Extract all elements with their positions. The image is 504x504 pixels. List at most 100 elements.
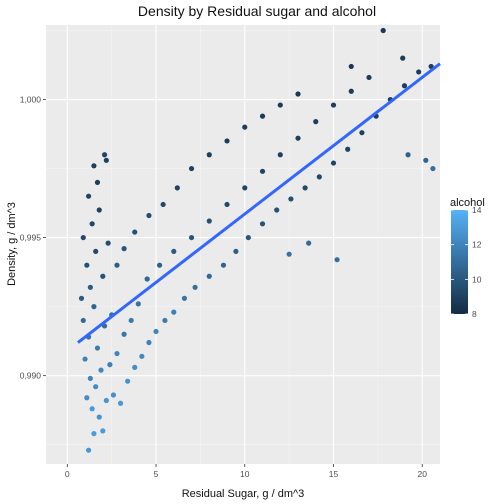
legend: alcohol 8 10 12 14 xyxy=(450,197,485,319)
data-point xyxy=(277,102,283,108)
data-point xyxy=(105,240,111,246)
data-point xyxy=(93,384,99,390)
data-point xyxy=(139,353,145,359)
data-point xyxy=(302,185,308,191)
data-point xyxy=(80,317,86,324)
data-point xyxy=(242,124,248,130)
x-tick-label: 0 xyxy=(65,469,70,479)
data-point xyxy=(146,339,152,346)
data-point xyxy=(206,218,212,224)
data-point xyxy=(103,157,109,163)
data-point xyxy=(91,304,97,310)
data-point xyxy=(93,248,99,255)
data-point xyxy=(206,273,212,279)
data-point xyxy=(117,400,124,406)
data-point xyxy=(171,309,177,315)
data-point xyxy=(125,378,131,384)
data-point xyxy=(98,367,104,373)
data-point xyxy=(96,207,102,213)
legend-break-label: 12 xyxy=(472,240,482,250)
data-point xyxy=(430,165,436,172)
minor-gridlines xyxy=(46,25,440,464)
data-point xyxy=(114,262,120,268)
data-point xyxy=(128,317,134,324)
x-axis-ticks: 0 5 10 15 20 xyxy=(65,464,427,479)
data-point xyxy=(91,431,97,437)
legend-break-label: 14 xyxy=(472,205,482,215)
data-point xyxy=(94,179,101,185)
x-tick-label: 15 xyxy=(329,469,339,479)
x-tick-label: 10 xyxy=(240,469,250,479)
data-point xyxy=(100,273,106,279)
data-point xyxy=(110,392,117,398)
data-points xyxy=(78,27,436,453)
data-point xyxy=(345,146,351,152)
data-point xyxy=(160,201,166,208)
x-tick-label: 20 xyxy=(418,469,428,479)
data-point xyxy=(96,414,102,420)
data-point xyxy=(286,251,292,257)
data-point xyxy=(87,375,93,382)
data-point xyxy=(366,74,372,81)
data-point xyxy=(114,350,120,357)
y-tick-label: 0,990 xyxy=(20,371,42,381)
data-point xyxy=(295,135,301,141)
data-point xyxy=(101,152,108,158)
data-point xyxy=(188,234,195,241)
data-point xyxy=(224,201,230,208)
data-point xyxy=(416,69,422,75)
data-point xyxy=(103,397,109,404)
data-point xyxy=(277,152,283,158)
data-point xyxy=(146,212,152,219)
data-point xyxy=(295,91,301,97)
data-point xyxy=(192,284,198,290)
legend-break-label: 8 xyxy=(472,309,477,319)
trend-line xyxy=(77,62,441,344)
data-point xyxy=(306,240,312,246)
data-point xyxy=(87,284,93,290)
legend-colorbar xyxy=(451,210,468,314)
data-point xyxy=(259,168,266,174)
data-point xyxy=(330,160,337,166)
data-point xyxy=(100,428,106,434)
data-point xyxy=(188,165,195,172)
data-point xyxy=(84,395,90,401)
data-point xyxy=(259,221,266,227)
data-point xyxy=(82,356,88,362)
data-point xyxy=(80,234,86,241)
data-point xyxy=(121,246,127,252)
data-point xyxy=(359,130,365,136)
data-point xyxy=(132,229,138,235)
data-point xyxy=(89,221,95,227)
data-point xyxy=(348,63,354,70)
data-point xyxy=(78,295,85,301)
data-point xyxy=(85,447,92,453)
y-axis-ticks: 0,990 0,995 1,000 xyxy=(20,95,46,381)
y-tick-label: 0,995 xyxy=(20,233,42,243)
chart-title: Density by Residual sugar and alcohol xyxy=(138,3,376,19)
data-point xyxy=(181,295,188,301)
data-point xyxy=(400,55,406,61)
y-axis-title: Density, g / dm^3 xyxy=(6,202,18,286)
plot-panel xyxy=(46,25,440,464)
data-point xyxy=(233,248,239,255)
legend-ticks: 8 10 12 14 xyxy=(451,205,482,319)
data-point xyxy=(288,196,294,202)
data-point xyxy=(135,301,141,307)
data-point xyxy=(313,119,319,125)
x-axis-title: Residual Sugar, g / dm^3 xyxy=(182,488,305,500)
data-point xyxy=(162,317,168,324)
data-point xyxy=(380,27,386,34)
data-point xyxy=(316,174,322,180)
data-point xyxy=(405,152,411,158)
legend-break-label: 10 xyxy=(472,274,482,284)
data-point xyxy=(401,83,408,89)
x-tick-label: 5 xyxy=(154,469,159,479)
data-point xyxy=(85,193,92,199)
data-point xyxy=(84,262,90,268)
data-point xyxy=(107,362,113,368)
data-point xyxy=(174,185,180,191)
data-point xyxy=(220,262,227,268)
data-point xyxy=(91,163,97,169)
data-point xyxy=(224,138,230,144)
